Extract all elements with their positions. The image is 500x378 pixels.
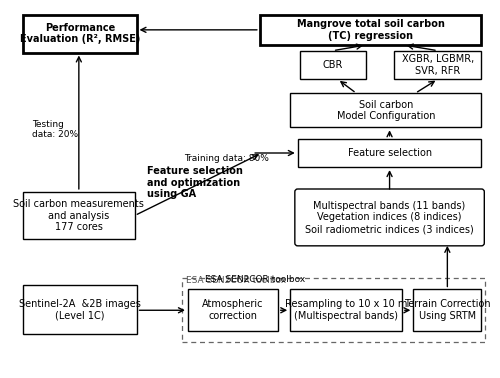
- Text: Multispectral bands (11 bands)
Vegetation indices (8 indices)
Soil radiometric i: Multispectral bands (11 bands) Vegetatio…: [305, 201, 474, 234]
- Text: Feature selection
and optimization
using GA: Feature selection and optimization using…: [148, 166, 244, 200]
- FancyBboxPatch shape: [260, 15, 482, 45]
- Text: Performance
Evaluation (R², RMSE): Performance Evaluation (R², RMSE): [20, 23, 140, 45]
- FancyBboxPatch shape: [295, 189, 484, 246]
- Text: Soil carbon
Model Configuration: Soil carbon Model Configuration: [336, 99, 435, 121]
- Text: ESA SEN2COR toolbox: ESA SEN2COR toolbox: [186, 276, 286, 285]
- FancyBboxPatch shape: [290, 290, 402, 331]
- FancyBboxPatch shape: [23, 285, 136, 334]
- FancyBboxPatch shape: [394, 51, 482, 79]
- Text: Mangrove total soil carbon
(TC) regression: Mangrove total soil carbon (TC) regressi…: [296, 19, 444, 41]
- Text: Feature selection: Feature selection: [348, 148, 432, 158]
- FancyBboxPatch shape: [290, 93, 482, 127]
- FancyBboxPatch shape: [414, 290, 482, 331]
- FancyBboxPatch shape: [300, 51, 366, 79]
- Text: Training data: 80%: Training data: 80%: [184, 154, 269, 163]
- Text: XGBR, LGBMR,
SVR, RFR: XGBR, LGBMR, SVR, RFR: [402, 54, 474, 76]
- Text: Soil carbon measurements
and analysis
177 cores: Soil carbon measurements and analysis 17…: [14, 199, 144, 232]
- FancyBboxPatch shape: [188, 290, 278, 331]
- Text: Terrain Correction
Using SRTM: Terrain Correction Using SRTM: [404, 299, 490, 321]
- Text: CBR: CBR: [322, 60, 343, 70]
- Text: Atmospheric
correction: Atmospheric correction: [202, 299, 264, 321]
- Text: Sentinel-2A  &2B images
(Level 1C): Sentinel-2A &2B images (Level 1C): [19, 299, 140, 320]
- Text: ESA SEN2COR toolbox: ESA SEN2COR toolbox: [205, 275, 305, 284]
- Text: Resampling to 10 x 10 m
(Multispectral bands): Resampling to 10 x 10 m (Multispectral b…: [285, 299, 407, 321]
- FancyBboxPatch shape: [298, 139, 482, 167]
- FancyBboxPatch shape: [23, 15, 136, 53]
- Text: Testing
data: 20%: Testing data: 20%: [32, 120, 78, 139]
- FancyBboxPatch shape: [23, 192, 134, 239]
